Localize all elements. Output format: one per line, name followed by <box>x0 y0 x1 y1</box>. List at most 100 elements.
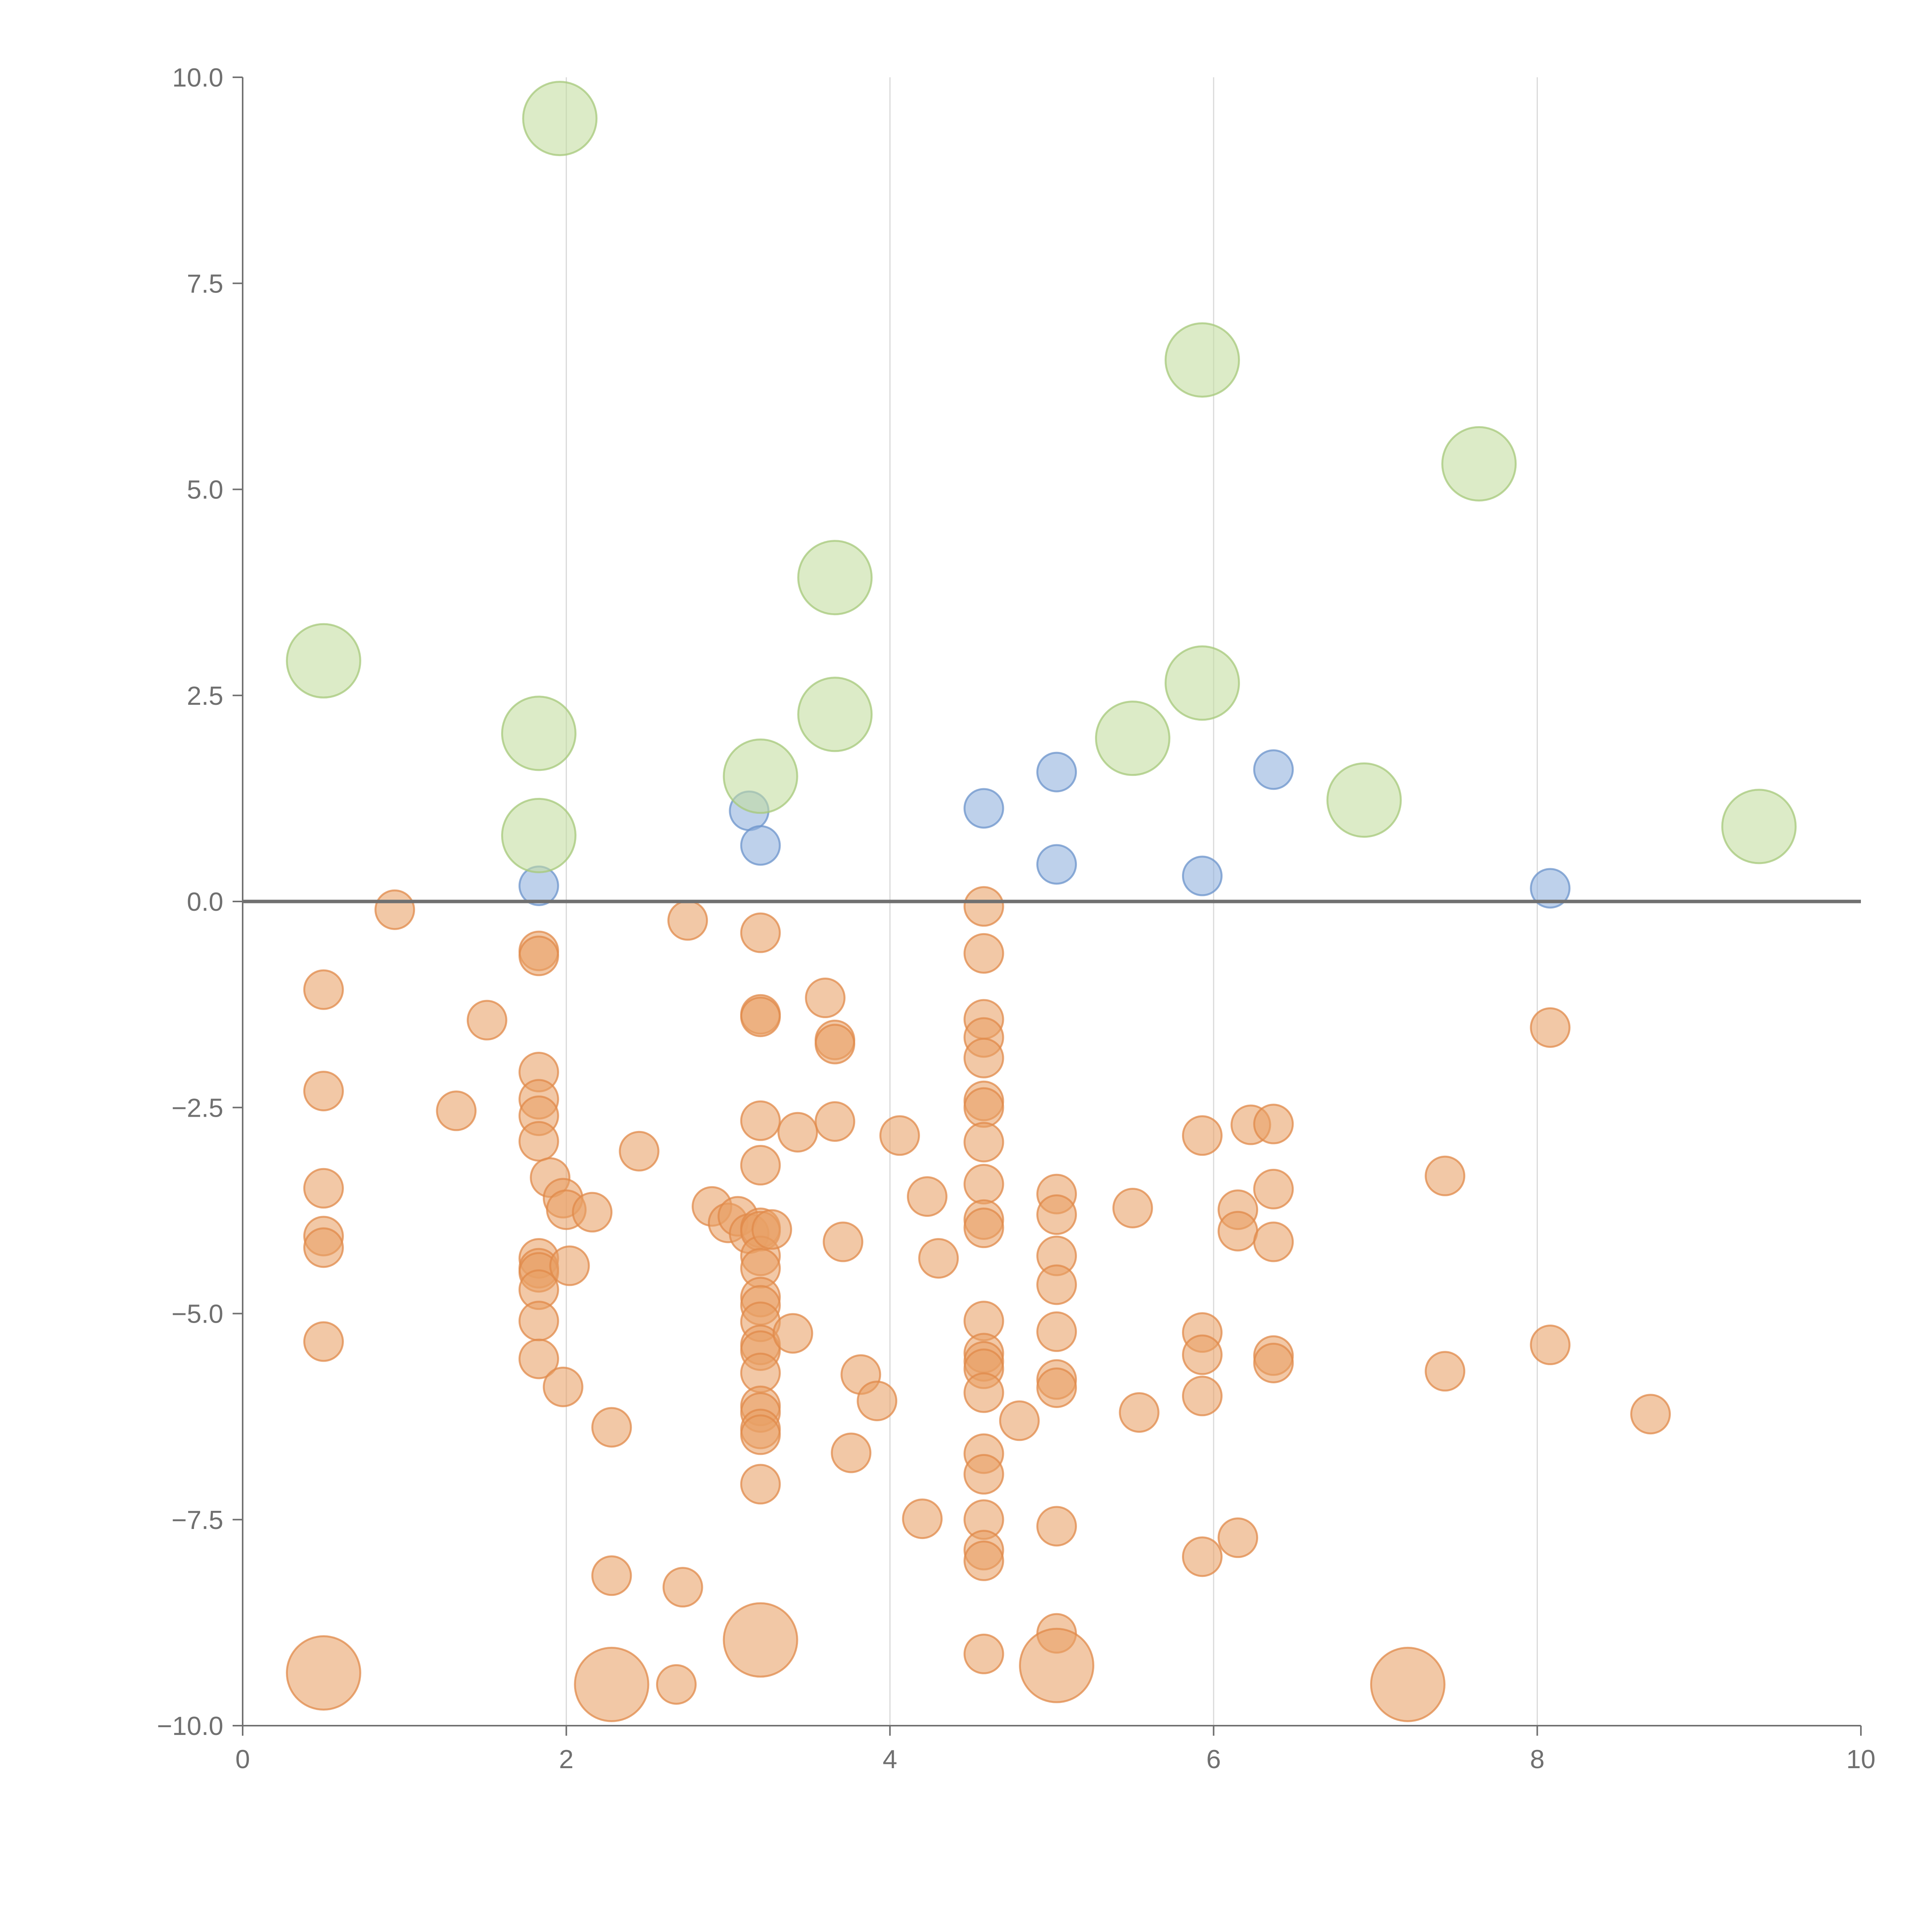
data-point <box>591 1555 632 1596</box>
data-point <box>963 933 1004 974</box>
data-point <box>518 1301 559 1342</box>
data-point <box>501 696 577 771</box>
data-point <box>436 1090 477 1131</box>
data-point <box>549 1245 590 1286</box>
axes: 0 2 4 6 8 10 −10.0 −7.5 −5.0 −2.5 0.0 2.5 5.0 7.5 10.0 <box>157 63 1876 1774</box>
x-tick-label: 2 <box>559 1745 574 1774</box>
data-point <box>286 623 361 699</box>
y-tick-label: −10.0 <box>157 1711 223 1741</box>
data-point <box>1182 855 1223 896</box>
y-tick-label: 7.5 <box>187 269 223 298</box>
data-point <box>1721 789 1797 864</box>
data-point <box>1530 1007 1571 1048</box>
data-point <box>963 788 1004 829</box>
data-point <box>572 1192 613 1233</box>
data-point <box>740 1414 781 1455</box>
data-point <box>723 1602 798 1678</box>
data-point <box>501 798 577 873</box>
data-point <box>1036 844 1077 885</box>
data-point <box>918 1238 959 1279</box>
data-point <box>1630 1394 1671 1435</box>
data-point <box>286 1635 361 1711</box>
data-point <box>1036 1367 1077 1408</box>
data-point <box>963 1164 1004 1205</box>
y-tick-label: 2.5 <box>187 681 223 711</box>
data-point <box>740 1100 781 1141</box>
data-point <box>1182 1376 1223 1417</box>
data-point <box>303 969 344 1010</box>
data-point <box>797 677 873 752</box>
data-point <box>1036 752 1077 793</box>
data-point <box>740 912 781 953</box>
data-point <box>963 1372 1004 1413</box>
y-tick-label: 5.0 <box>187 475 223 505</box>
data-point <box>1530 868 1571 909</box>
data-point <box>1218 1211 1259 1252</box>
data-point <box>1425 1351 1466 1392</box>
data-point <box>303 1321 344 1362</box>
data-point <box>963 1454 1004 1495</box>
data-point <box>1036 1506 1077 1547</box>
data-point <box>543 1366 583 1407</box>
data-point <box>797 540 873 616</box>
x-tick-label: 4 <box>883 1745 897 1774</box>
y-tick-label: −2.5 <box>172 1093 223 1122</box>
data-point <box>1253 1342 1294 1383</box>
data-point <box>518 935 559 976</box>
data-points <box>286 81 1797 1722</box>
y-tick-label: 0.0 <box>187 887 223 917</box>
data-point <box>522 81 598 156</box>
data-point <box>823 1221 864 1262</box>
data-point <box>740 825 781 866</box>
x-tick-label: 0 <box>235 1745 250 1774</box>
data-point <box>518 1338 559 1379</box>
data-point <box>831 1432 872 1473</box>
data-point <box>740 1464 781 1505</box>
data-point <box>466 1000 507 1041</box>
data-point <box>662 1567 703 1608</box>
data-point <box>667 900 708 941</box>
data-point <box>1036 1311 1077 1352</box>
data-point <box>1218 1517 1259 1558</box>
x-tick-label: 6 <box>1206 1745 1221 1774</box>
data-point <box>303 1227 344 1268</box>
data-point <box>303 1168 344 1209</box>
data-point <box>963 1208 1004 1248</box>
x-tick-label: 8 <box>1530 1745 1544 1774</box>
data-point <box>963 1540 1004 1581</box>
data-point <box>1253 1104 1294 1145</box>
y-tick-label: 10.0 <box>172 63 223 92</box>
data-point <box>740 1145 781 1186</box>
x-tick-label: 10 <box>1846 1745 1876 1774</box>
data-point <box>591 1407 632 1448</box>
data-point <box>772 1313 813 1354</box>
data-point <box>723 738 798 814</box>
data-point <box>574 1646 650 1722</box>
data-point <box>1182 1334 1223 1375</box>
data-point <box>777 1112 818 1153</box>
y-tick-label: −5.0 <box>172 1299 223 1329</box>
data-point <box>1370 1646 1446 1722</box>
data-point <box>999 1400 1040 1441</box>
y-tick-label: −7.5 <box>172 1505 223 1535</box>
data-point <box>1441 426 1517 502</box>
data-point <box>1253 1168 1294 1209</box>
data-point <box>1530 1325 1571 1366</box>
data-point <box>1036 1194 1077 1235</box>
data-point <box>374 889 415 930</box>
data-point <box>1253 1221 1294 1262</box>
data-point <box>656 1664 697 1705</box>
data-point <box>1164 322 1240 398</box>
data-point <box>1112 1187 1153 1228</box>
data-point <box>963 1037 1004 1078</box>
data-point <box>963 886 1004 927</box>
data-point <box>1019 1628 1095 1703</box>
data-point <box>1036 1264 1077 1305</box>
data-point <box>857 1381 898 1422</box>
data-point <box>815 1024 855 1065</box>
data-point <box>963 1087 1004 1128</box>
data-point <box>1253 749 1294 790</box>
data-point <box>963 1633 1004 1674</box>
data-point <box>740 997 781 1037</box>
